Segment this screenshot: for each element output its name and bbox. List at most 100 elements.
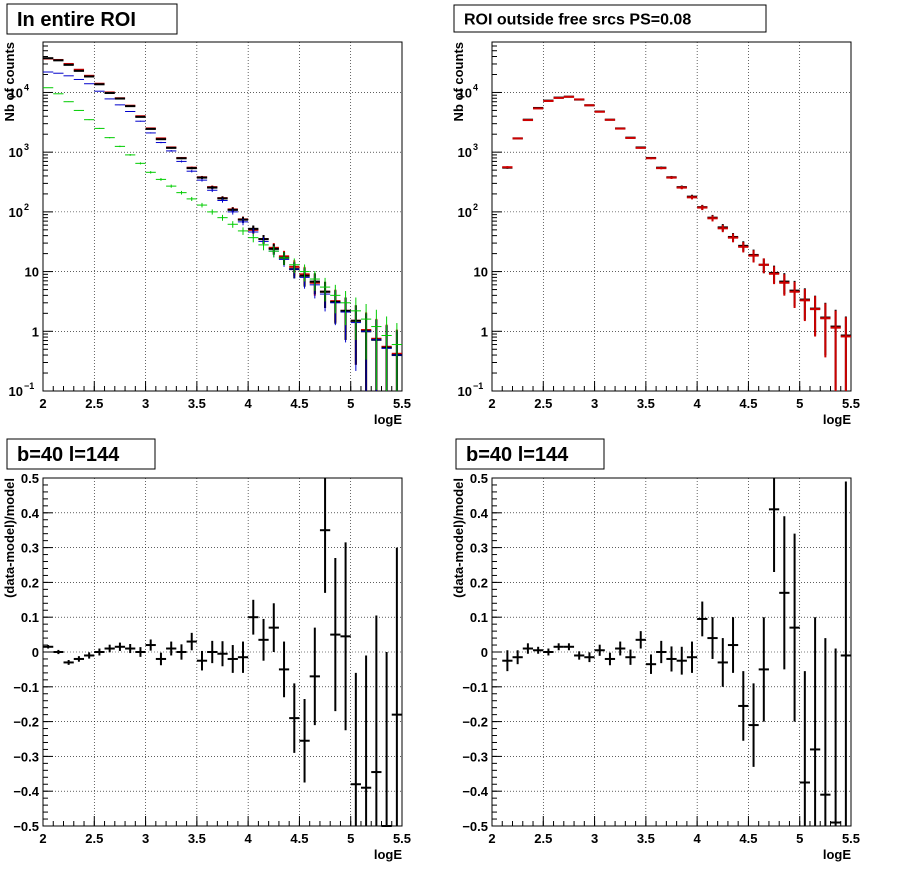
- data-point: [656, 640, 667, 664]
- data-point: [145, 171, 156, 174]
- y-tick-label-exponent: 4: [473, 82, 478, 92]
- data-point: [512, 137, 523, 140]
- data-point: [360, 303, 372, 360]
- panel-title: b=40 l=144: [466, 444, 569, 466]
- data-point: [625, 136, 636, 139]
- data-point: [114, 642, 126, 651]
- data-point: [381, 652, 392, 827]
- data-point: [104, 137, 115, 139]
- data-point: [237, 218, 249, 226]
- data-point: [258, 618, 269, 661]
- x-tick-label: 2.5: [534, 396, 552, 411]
- x-tick-label: 3.5: [188, 831, 206, 846]
- y-tick-label-exponent: 2: [473, 202, 478, 212]
- x-tick-label: 2: [39, 831, 46, 846]
- data-point: [697, 601, 708, 637]
- data-point: [717, 225, 728, 233]
- data-point: [789, 533, 800, 722]
- data-point: [196, 178, 208, 182]
- data-point: [502, 650, 513, 672]
- data-point: [299, 264, 310, 282]
- x-tick-label: 3: [591, 831, 598, 846]
- data-point: [114, 145, 126, 148]
- x-tick-label: 4: [694, 831, 702, 846]
- data-point: [676, 646, 687, 675]
- data-point: [309, 627, 320, 726]
- data-point: [676, 186, 687, 190]
- data-point: [237, 641, 249, 673]
- data-point: [563, 95, 575, 98]
- data-point: [207, 209, 218, 215]
- data-point: [553, 96, 564, 99]
- y-tick-label: 0: [481, 645, 488, 660]
- y-tick-label: −0.2: [13, 715, 39, 730]
- data-point: [227, 209, 238, 215]
- panel-title-box: [6, 3, 178, 35]
- data-point: [584, 104, 595, 107]
- y-tick-label-base: 10: [9, 145, 23, 160]
- data-point: [207, 640, 218, 664]
- data-point: [84, 119, 95, 121]
- y-tick-label: −0.1: [462, 680, 488, 695]
- data-point: [114, 104, 126, 106]
- x-tick-label: 2.5: [85, 396, 103, 411]
- data-point: [533, 107, 544, 110]
- panel-title-box: [455, 438, 605, 470]
- panel-title: ROI outside free srcs PS=0.08: [464, 11, 691, 28]
- data-point: [309, 270, 320, 291]
- data-point: [758, 617, 769, 722]
- data-point: [278, 641, 290, 698]
- data-point: [635, 631, 646, 649]
- x-axis-title: logE: [374, 847, 402, 862]
- data-point: [697, 205, 708, 211]
- data-point: [391, 547, 402, 826]
- data-point: [799, 288, 810, 322]
- data-point: [604, 652, 616, 666]
- x-tick-label: 3.5: [637, 396, 655, 411]
- data-point: [553, 643, 564, 651]
- y-tick-label-exponent: 3: [473, 142, 478, 152]
- data-point: [830, 648, 841, 826]
- data-point: [594, 110, 605, 113]
- data-point: [830, 310, 841, 391]
- data-point: [186, 196, 197, 201]
- data-point: [104, 98, 115, 100]
- data-point: [360, 655, 372, 826]
- y-tick-label-base: 10: [458, 145, 472, 160]
- data-point: [268, 246, 279, 258]
- data-point: [145, 639, 156, 651]
- data-point: [155, 141, 167, 144]
- y-tick-label-exponent: −1: [24, 381, 34, 391]
- x-tick-label: 4: [245, 831, 253, 846]
- data-point: [717, 638, 728, 687]
- data-point: [615, 641, 626, 656]
- data-point: [727, 233, 739, 243]
- data-point: [707, 215, 718, 222]
- data-point: [350, 297, 361, 340]
- data-point: [645, 157, 657, 160]
- data-point: [319, 478, 331, 593]
- y-axis-title: (data-model)/model: [451, 478, 466, 598]
- chart-panel-4: 2 2.5 3 3.5 4 4.5 5 5.5 −0.5 −0.4 −0.3 −0.2 −0.1 0 0.1…: [451, 438, 860, 862]
- data-point: [104, 644, 115, 653]
- y-tick-label-base: 10: [458, 85, 472, 100]
- data-point: [738, 671, 749, 741]
- data-point: [43, 645, 54, 649]
- data-point: [707, 617, 718, 659]
- data-point: [227, 221, 238, 228]
- x-tick-label: 2.5: [85, 831, 103, 846]
- panel-title: b=40 l=144: [17, 444, 120, 466]
- y-tick-label-exponent: 4: [24, 82, 29, 92]
- y-tick-label: 0.5: [21, 471, 39, 486]
- y-tick-label-base: 10: [9, 384, 23, 399]
- x-axis-title: logE: [823, 412, 851, 427]
- y-tick-label: −0.5: [13, 819, 39, 834]
- x-tick-label: 2.5: [534, 831, 552, 846]
- data-point: [73, 109, 85, 111]
- data-point: [604, 118, 616, 121]
- data-point: [217, 641, 228, 667]
- data-point: [748, 683, 759, 767]
- data-point: [63, 101, 74, 103]
